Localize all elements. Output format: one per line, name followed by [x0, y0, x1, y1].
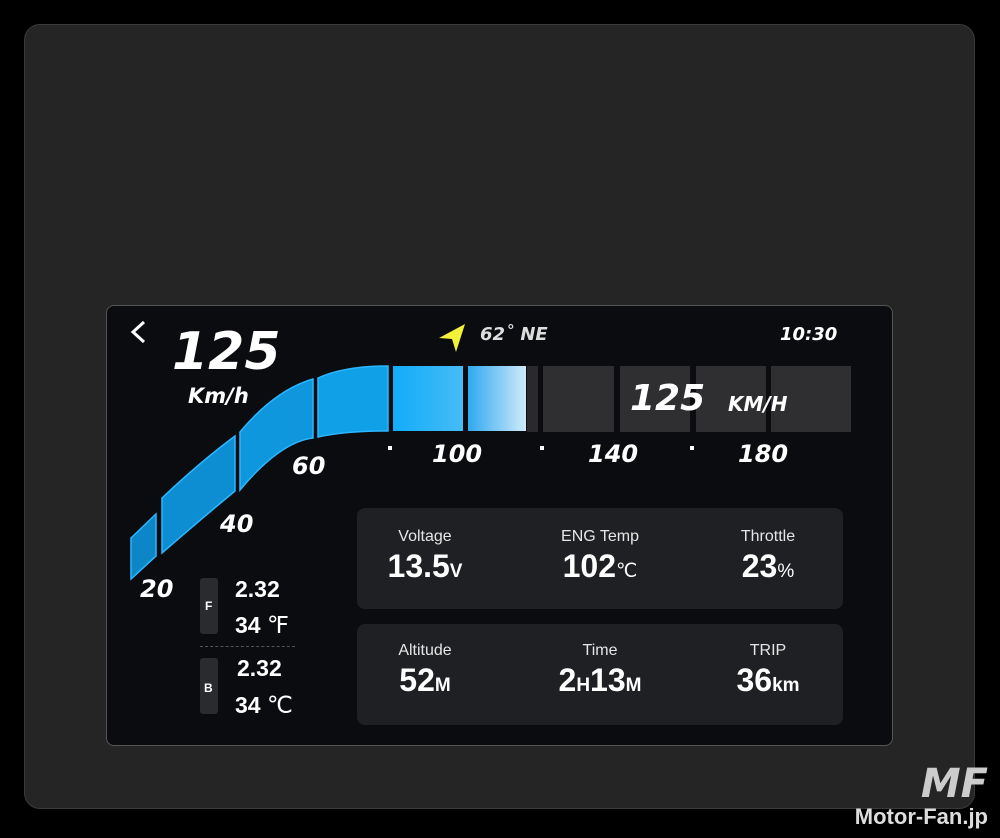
bar-speed-value: 125 [630, 378, 706, 419]
front-tire-label: F [205, 599, 213, 613]
trip-stat: TRIP 36km [736, 642, 800, 698]
gauge-segment-active [239, 378, 314, 493]
throttle-stat: Throttle 23% [740, 528, 796, 584]
tire-divider [200, 646, 295, 647]
time-stat: Time 2H13M [558, 642, 642, 698]
front-temp: 34 ℉ [235, 612, 289, 638]
gauge-segment-active [161, 434, 236, 555]
back-icon[interactable] [130, 320, 146, 344]
tick-140: 140 [588, 440, 639, 468]
navigation-arrow-icon [439, 324, 465, 352]
gauge-segment-active [468, 366, 526, 431]
gauge-segment-inactive [696, 366, 766, 432]
gauge-segment-active [317, 365, 389, 438]
front-tire-icon [200, 578, 218, 634]
tick-180: 180 [738, 440, 789, 468]
tick-20: 20 [140, 575, 174, 603]
tick-dot [388, 446, 392, 450]
stats-card-1: Voltage 13.5V ENG Temp 102℃ Throttle 23% [357, 508, 843, 609]
tick-dot [690, 446, 694, 450]
altitude-stat: Altitude 52M [398, 642, 452, 698]
gauge-segment-active [130, 512, 157, 581]
tick-40: 40 [220, 510, 254, 538]
tick-60: 60 [292, 452, 326, 480]
gauge-segment-active [393, 366, 463, 431]
gauge-segment-inactive [527, 366, 538, 432]
watermark: MF Motor-Fan.jp [854, 761, 988, 829]
stats-card-2: Altitude 52M Time 2H13M TRIP 36km [357, 624, 843, 725]
gauge-segment-inactive [771, 366, 851, 432]
engine-temp-stat: ENG Temp 102℃ [561, 528, 639, 584]
voltage-stat: Voltage 13.5V [387, 528, 463, 584]
rear-pressure: 2.32 [237, 655, 282, 681]
tick-dot [540, 446, 544, 450]
speed-value: 125 [172, 322, 281, 382]
gauge-segment-inactive [543, 366, 614, 432]
tick-100: 100 [432, 440, 483, 468]
heading-readout: 62˚ NE [480, 324, 548, 345]
bar-speed-unit: KM/H [728, 392, 788, 416]
speed-unit: Km/h [188, 384, 249, 408]
rear-temp: 34 ℃ [235, 692, 293, 718]
gauge-segment-inactive [620, 366, 690, 432]
rear-tire-icon [200, 658, 218, 714]
clock: 10:30 [780, 324, 838, 345]
rear-tire-label: B [204, 681, 213, 695]
front-pressure: 2.32 [235, 576, 280, 602]
